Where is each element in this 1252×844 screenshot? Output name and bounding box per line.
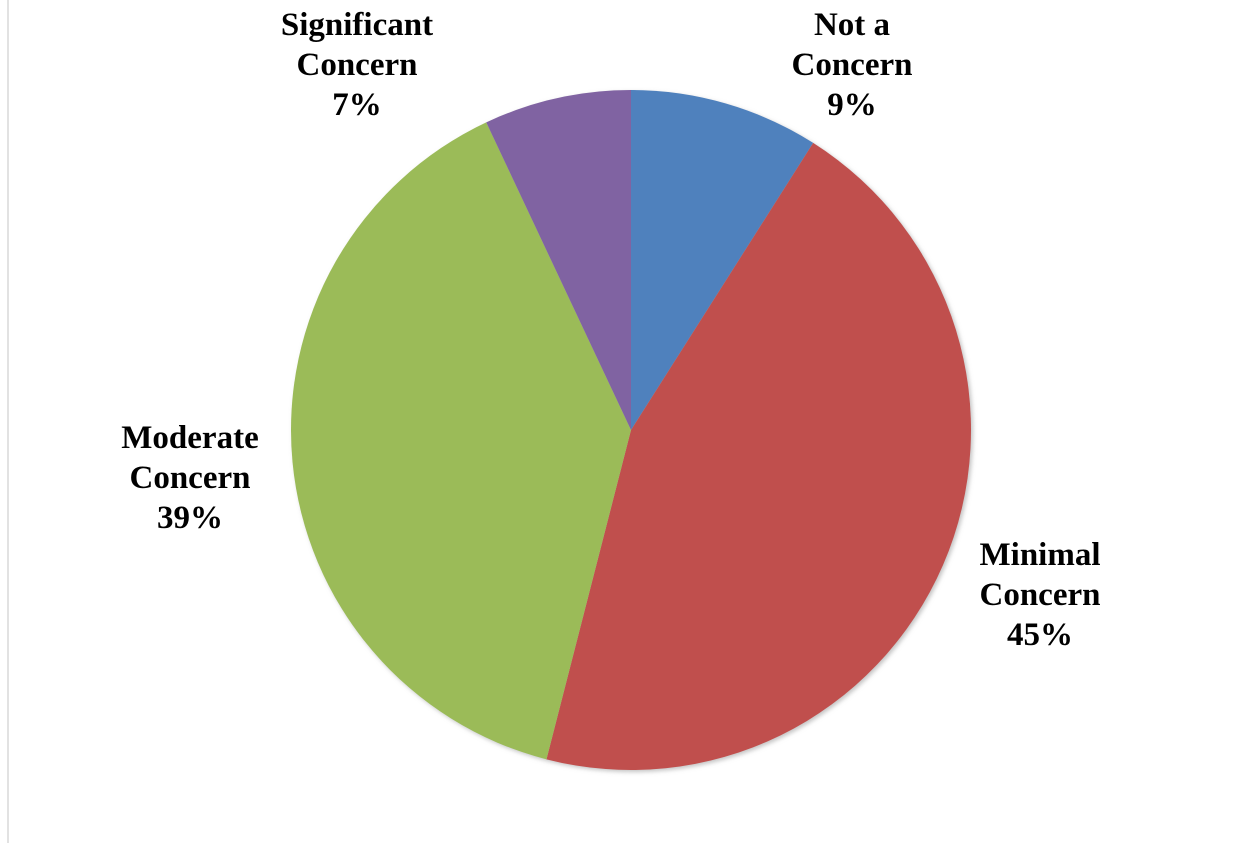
category-label: Not a Concern — [791, 7, 913, 83]
slice-label: Minimal Concern 45% — [965, 535, 1115, 655]
pie-slice — [290, 122, 631, 760]
value-label: 9% — [827, 87, 877, 123]
slice-label: Moderate Concern 39% — [103, 418, 278, 538]
pie-slice — [546, 142, 972, 770]
pie-slice — [486, 90, 631, 430]
pie — [290, 90, 972, 770]
slice-label: Not a Concern 9% — [777, 5, 927, 125]
value-label: 45% — [1007, 617, 1073, 653]
category-label: Moderate Concern — [121, 420, 259, 496]
category-label: Significant Concern — [280, 7, 434, 83]
value-label: 39% — [157, 500, 223, 536]
value-label: 7% — [332, 87, 382, 123]
pie-slice — [631, 90, 814, 430]
category-label: Minimal Concern — [979, 537, 1101, 613]
slice-label: Significant Concern 7% — [265, 5, 450, 125]
